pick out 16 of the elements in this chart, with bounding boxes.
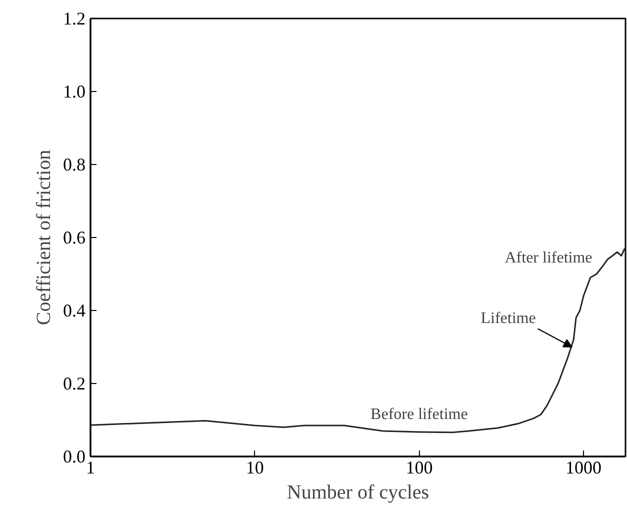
y-tick-label: 0.4 bbox=[63, 300, 86, 320]
x-axis-title: Number of cycles bbox=[286, 482, 430, 504]
annotation: Before lifetime bbox=[370, 406, 468, 423]
annotation: After lifetime bbox=[504, 250, 592, 267]
y-tick-label: 1.2 bbox=[63, 8, 86, 28]
y-tick-label: 1.0 bbox=[63, 82, 86, 102]
x-tick-label: 100 bbox=[406, 458, 433, 478]
x-tick-label: 10 bbox=[246, 458, 264, 478]
annotation: Lifetime bbox=[480, 310, 536, 327]
y-tick-label: 0.6 bbox=[63, 228, 86, 248]
y-tick-label: 0.0 bbox=[63, 446, 86, 466]
y-tick-label: 0.2 bbox=[63, 374, 86, 394]
y-axis-title: Coefficient of friction bbox=[33, 150, 55, 326]
y-tick-label: 0.8 bbox=[63, 154, 86, 174]
x-tick-label: 1 bbox=[86, 458, 95, 478]
x-tick-label: 1000 bbox=[566, 458, 602, 478]
